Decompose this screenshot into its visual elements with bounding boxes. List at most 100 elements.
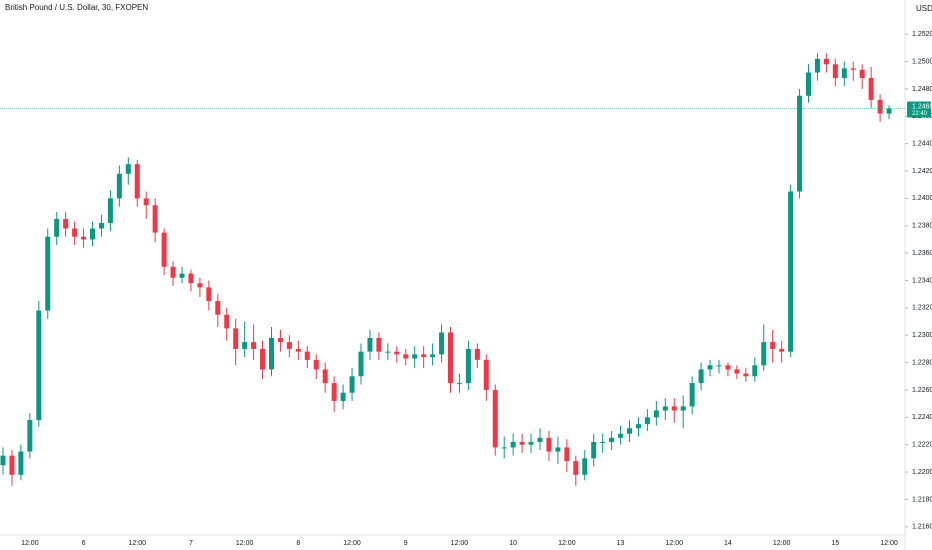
candle-body <box>134 164 140 199</box>
candle-body <box>125 164 131 174</box>
candle-body <box>770 342 776 349</box>
candle-body <box>510 441 516 448</box>
candle-body <box>421 354 427 358</box>
candle-body <box>743 373 749 377</box>
x-tick-label: 12:00 <box>665 540 683 547</box>
candle-body <box>107 198 113 224</box>
y-tick-label: 1.22200 <box>912 442 932 449</box>
candle-body <box>635 424 641 429</box>
candle-body <box>179 273 185 278</box>
candle-body <box>474 348 480 360</box>
candle-body <box>197 283 203 288</box>
candle-body <box>340 392 346 401</box>
candle-body <box>349 376 355 393</box>
candle-body <box>761 342 767 366</box>
candle-body <box>170 266 176 278</box>
x-tick-label: 7 <box>189 540 193 547</box>
candle-body <box>734 369 740 374</box>
candle-body <box>233 328 239 349</box>
candle-body <box>81 236 87 240</box>
y-tick-label: 1.25000 <box>912 58 932 65</box>
x-tick-label: 14 <box>724 540 732 547</box>
candle-body <box>752 365 758 377</box>
candle-body <box>161 232 167 267</box>
candle-body <box>72 228 78 237</box>
candle-body <box>260 348 266 370</box>
candle-body <box>841 68 847 78</box>
candle-body <box>18 451 24 475</box>
x-tick-label: 12:00 <box>558 540 576 547</box>
candle-body <box>555 447 561 452</box>
x-tick-label: 8 <box>296 540 300 547</box>
candle-body <box>698 369 704 384</box>
candle-body <box>313 359 319 370</box>
candle-body <box>403 354 409 359</box>
y-tick-label: 1.25200 <box>912 31 932 38</box>
candle-body <box>528 441 534 445</box>
y-tick-label: 1.23400 <box>912 277 932 284</box>
candle-body <box>779 348 785 352</box>
candle-body <box>456 383 462 385</box>
last-price-label: 1.24657 <box>912 103 932 110</box>
candle-body <box>448 332 453 384</box>
candle-body <box>295 348 301 352</box>
candle-body <box>662 406 668 411</box>
candle-body <box>439 332 445 355</box>
candle-body <box>367 337 373 352</box>
candle-body <box>877 99 883 114</box>
candle-body <box>707 365 713 370</box>
candle-body <box>671 406 677 411</box>
candle-body <box>63 218 69 229</box>
candle-body <box>582 458 588 475</box>
candle-body <box>215 301 221 315</box>
candle-body <box>116 173 122 199</box>
candle-body <box>188 273 194 284</box>
last-price-box <box>907 101 931 118</box>
candle-body <box>689 383 695 407</box>
y-tick-label: 1.22600 <box>912 387 932 394</box>
candle-body <box>716 365 722 367</box>
candle-body <box>90 228 95 240</box>
candle-body <box>653 410 659 418</box>
candle-body <box>618 433 624 438</box>
candle-body <box>269 337 274 370</box>
x-tick-label: 13 <box>617 540 625 547</box>
candle-body <box>627 428 632 434</box>
candle-body <box>680 406 686 411</box>
candle-body <box>242 342 248 349</box>
y-tick-label: 1.23800 <box>912 223 932 230</box>
candle-body <box>609 437 615 442</box>
candle-body <box>98 223 104 229</box>
candle-body <box>868 77 874 100</box>
candle-body <box>0 455 6 466</box>
candle-body <box>286 342 292 349</box>
candle-body <box>394 351 400 355</box>
candle-body <box>492 389 498 448</box>
candle-body <box>537 437 543 442</box>
candle-body <box>152 205 158 233</box>
candle-body <box>304 351 310 360</box>
x-tick-label: 12:00 <box>880 540 898 547</box>
candle-body <box>546 437 552 452</box>
candle-body <box>886 108 892 114</box>
y-tick-label: 1.22400 <box>912 414 932 421</box>
y-tick-label: 1.21600 <box>912 524 932 531</box>
x-tick-label: 12:00 <box>773 540 791 547</box>
candle-body <box>45 236 51 311</box>
y-tick-label: 1.23000 <box>912 332 932 339</box>
countdown-label: 22:40 <box>912 111 928 117</box>
x-tick-label: 12:00 <box>128 540 146 547</box>
candle-body <box>143 198 149 206</box>
x-tick-label: 9 <box>404 540 408 547</box>
candle-body <box>358 351 364 377</box>
candle-body <box>519 441 525 445</box>
candle-body <box>859 69 865 78</box>
x-tick-label: 10 <box>509 540 517 547</box>
x-tick-label: 15 <box>831 540 839 547</box>
candle-body <box>27 420 33 452</box>
y-tick-label: 1.23200 <box>912 305 932 312</box>
candle-body <box>501 447 507 449</box>
candle-body <box>331 383 337 401</box>
y-tick-label: 1.23600 <box>912 250 932 257</box>
